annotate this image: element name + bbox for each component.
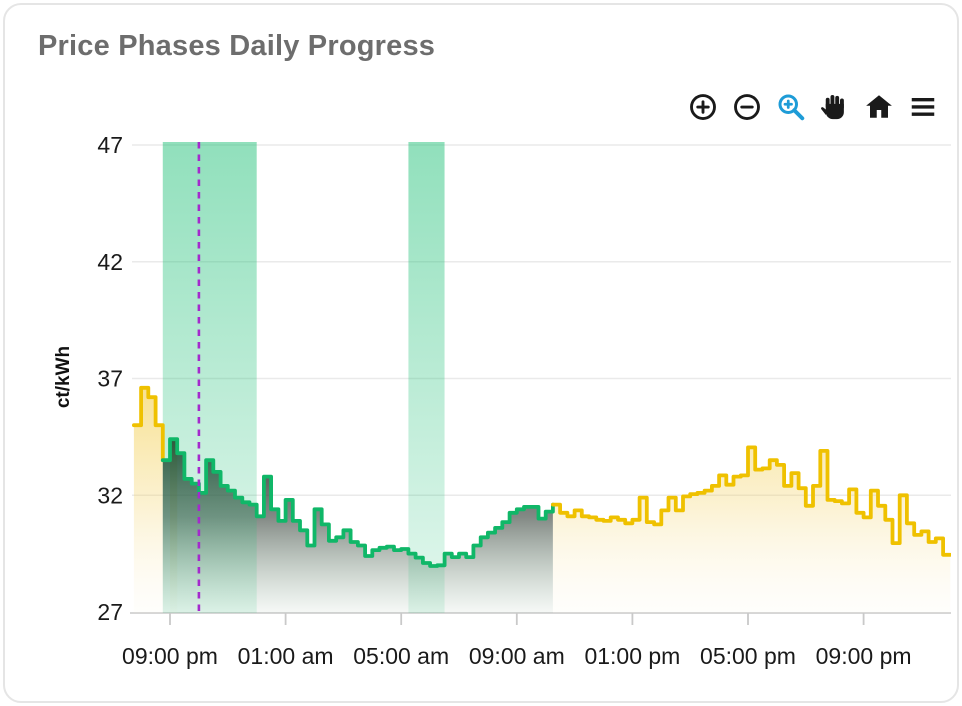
- y-tick-label: 37: [97, 366, 123, 392]
- zoom-out-icon: [734, 94, 760, 120]
- zoom-in-button[interactable]: [685, 89, 721, 125]
- home-button[interactable]: [861, 89, 897, 125]
- line-expensive-evening: [132, 385, 165, 463]
- area-cheap-night-morning: [162, 439, 553, 613]
- zoom-in-icon: [690, 94, 716, 120]
- x-tick-label: 01:00 am: [238, 643, 334, 669]
- axis-labels: 47 42 37 32 27 09:00 pm 01:00 am 05:00 am 09:00 …: [53, 132, 912, 669]
- area-expensive-day: [552, 447, 951, 613]
- y-tick-label: 42: [97, 249, 123, 275]
- x-tick-label: 05:00 pm: [700, 643, 796, 669]
- pan-button[interactable]: [817, 89, 853, 125]
- y-tick-label: 27: [97, 599, 123, 625]
- selection-zoom-icon: [778, 94, 805, 121]
- line-cheap-night-morning: [160, 437, 555, 568]
- cheap-window-band-1: [162, 142, 257, 613]
- chart-card: Price Phases Daily Progress 47 42 37 32 27 09…: [3, 3, 959, 703]
- x-tick-label: 05:00 am: [353, 643, 449, 669]
- zoom-out-button[interactable]: [729, 89, 765, 125]
- home-icon: [866, 95, 892, 118]
- cheap-window-band-2: [408, 142, 445, 613]
- x-tick-label: 09:00 pm: [122, 643, 218, 669]
- area-expensive-evening: [133, 387, 163, 613]
- x-tick-label: 09:00 pm: [816, 643, 912, 669]
- pan-icon: [821, 95, 844, 120]
- line-expensive-day: [551, 445, 951, 557]
- price-phases-chart: 47 42 37 32 27 09:00 pm 01:00 am 05:00 am 09:00 …: [53, 132, 951, 669]
- menu-button[interactable]: [905, 89, 941, 125]
- menu-icon: [911, 98, 935, 116]
- plot-area: [132, 142, 951, 615]
- y-axis-title: ct/kWh: [53, 346, 74, 408]
- x-tick-label: 09:00 am: [469, 643, 565, 669]
- chart-toolbar: [685, 89, 941, 125]
- page-title: Price Phases Daily Progress: [38, 30, 436, 62]
- y-tick-label: 47: [97, 132, 123, 158]
- y-tick-label: 32: [97, 482, 123, 508]
- x-tick-label: 01:00 pm: [584, 643, 680, 669]
- selection-zoom-button[interactable]: [773, 89, 809, 125]
